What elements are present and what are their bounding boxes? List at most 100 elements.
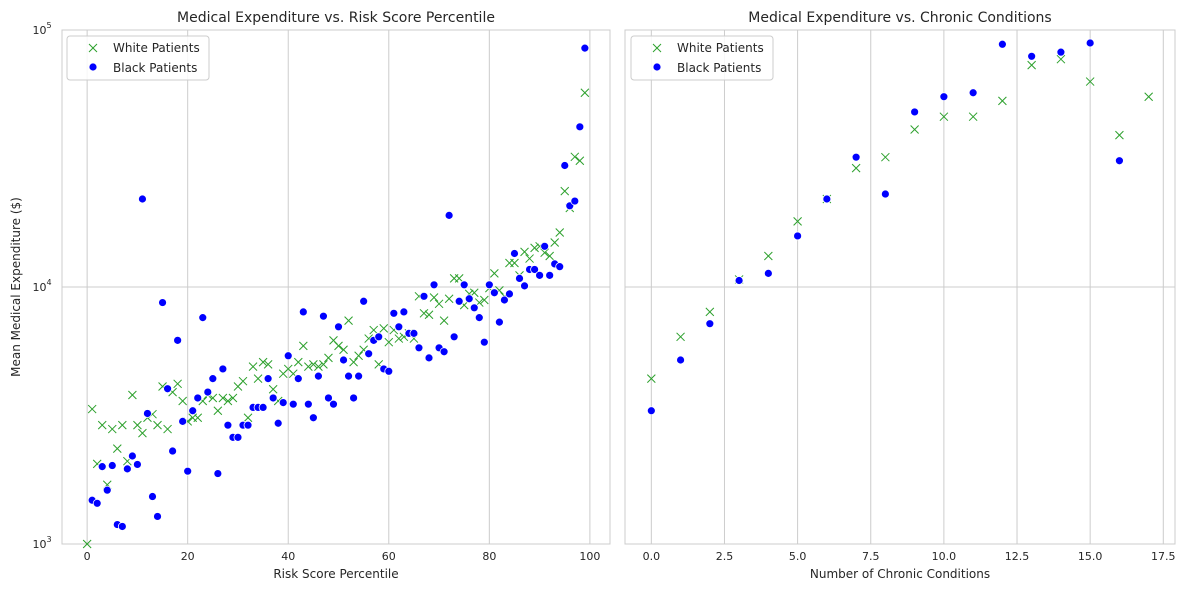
x-tick-label: 15.0 bbox=[1078, 550, 1103, 563]
black-patients-point bbox=[459, 280, 469, 290]
black-patients-point bbox=[258, 403, 268, 412]
black-patients-point bbox=[354, 371, 364, 381]
black-patients-point bbox=[822, 194, 832, 204]
legend-marker-black-patients-icon bbox=[652, 62, 662, 72]
black-patients-point bbox=[389, 308, 399, 318]
white-patients-point bbox=[309, 360, 318, 369]
black-patients-point bbox=[705, 319, 715, 329]
black-patients-point bbox=[419, 291, 429, 301]
x-tick-label: 0 bbox=[84, 550, 91, 563]
white-patients-point bbox=[153, 420, 162, 430]
white-patients-point bbox=[344, 316, 353, 325]
white-patients-point bbox=[646, 374, 656, 383]
white-patients-point bbox=[555, 228, 565, 237]
black-patients-point bbox=[102, 485, 112, 495]
black-patients-point bbox=[1115, 156, 1124, 166]
black-patients-point bbox=[449, 332, 459, 342]
black-patients-point bbox=[444, 210, 454, 220]
white-patients-point bbox=[676, 332, 685, 342]
black-patients-point bbox=[138, 194, 147, 204]
black-patients-point bbox=[469, 303, 479, 313]
right-points bbox=[646, 38, 1154, 416]
x-tick-label: 60 bbox=[382, 550, 396, 563]
x-tick-label: 100 bbox=[579, 550, 600, 563]
black-patients-point bbox=[283, 351, 293, 361]
white-patients-point bbox=[339, 345, 348, 355]
x-tick-label: 40 bbox=[281, 550, 295, 563]
black-patients-point bbox=[454, 296, 464, 306]
black-patients-point bbox=[298, 307, 308, 317]
right-chart: 0.0 2.5 5.0 7.5 10.0 12.5 15.0 17.5 Medical Exp… bbox=[624, 10, 1176, 581]
left-legend-box bbox=[66, 35, 210, 81]
black-patients-point bbox=[92, 498, 102, 508]
black-patients-point bbox=[734, 276, 744, 285]
black-patients-point bbox=[148, 492, 157, 501]
black-patients-point bbox=[303, 399, 313, 409]
white-patients-point bbox=[910, 125, 919, 134]
white-patients-point bbox=[82, 539, 92, 549]
black-patients-point bbox=[203, 387, 213, 397]
white-patients-point bbox=[173, 379, 182, 389]
white-patients-point bbox=[178, 396, 188, 406]
black-patients-point bbox=[213, 469, 223, 478]
black-patients-point bbox=[399, 307, 409, 317]
black-patients-point bbox=[344, 371, 353, 381]
white-patients-point bbox=[384, 337, 394, 347]
white-patients-point bbox=[133, 420, 142, 430]
white-patients-point bbox=[510, 258, 519, 268]
white-patients-point bbox=[334, 341, 343, 351]
black-patients-point bbox=[349, 393, 358, 403]
white-patients-point bbox=[268, 384, 278, 394]
white-patients-point bbox=[349, 357, 358, 367]
left-x-ticks: 0 20 40 60 80 100 bbox=[84, 550, 601, 563]
black-patients-point bbox=[409, 328, 419, 338]
black-patients-point bbox=[127, 451, 137, 461]
legend-marker-white-patients-icon bbox=[88, 43, 98, 53]
white-patients-point bbox=[303, 362, 313, 371]
white-patients-point bbox=[479, 295, 489, 305]
black-patients-point bbox=[339, 355, 348, 365]
black-patients-point bbox=[939, 92, 949, 102]
black-patients-point bbox=[545, 270, 555, 280]
black-patients-point bbox=[494, 317, 504, 327]
white-patients-point bbox=[429, 293, 439, 302]
black-patients-point bbox=[997, 39, 1007, 49]
black-patients-point bbox=[560, 161, 570, 170]
right-legend-label-white: White Patients bbox=[677, 41, 764, 55]
black-patients-point bbox=[479, 337, 489, 347]
black-patients-point bbox=[880, 189, 890, 199]
black-patients-point bbox=[484, 280, 494, 290]
black-patients-point bbox=[324, 393, 333, 403]
white-patients-point bbox=[97, 420, 107, 430]
black-patients-point bbox=[359, 296, 369, 306]
white-patients-point bbox=[243, 413, 253, 423]
black-patients-point bbox=[535, 270, 545, 280]
white-patients-point bbox=[1144, 92, 1154, 102]
white-patients-point bbox=[1027, 60, 1037, 70]
x-tick-label: 0.0 bbox=[643, 550, 661, 563]
white-patients-point bbox=[87, 404, 97, 414]
white-patients-point bbox=[454, 274, 464, 283]
black-patients-point bbox=[168, 446, 178, 456]
black-patients-point bbox=[319, 311, 328, 321]
white-patients-point bbox=[253, 374, 263, 383]
white-patients-point bbox=[520, 247, 529, 257]
black-patients-point bbox=[117, 522, 127, 531]
right-legend: White Patients Black Patients bbox=[630, 35, 774, 81]
white-patients-point bbox=[580, 88, 590, 98]
black-patients-point bbox=[107, 461, 117, 470]
white-patients-point bbox=[138, 428, 147, 438]
black-patients-point bbox=[1056, 47, 1066, 57]
white-patients-point bbox=[851, 163, 861, 173]
white-patients-point bbox=[369, 325, 379, 335]
black-patients-point bbox=[193, 393, 203, 403]
white-patients-point bbox=[193, 413, 203, 423]
black-patients-point bbox=[183, 466, 193, 476]
right-x-axis-label: Number of Chronic Conditions bbox=[810, 567, 990, 581]
black-patients-point bbox=[288, 399, 298, 409]
black-patients-point bbox=[851, 152, 861, 162]
black-patients-point bbox=[464, 294, 474, 304]
black-patients-point bbox=[575, 122, 585, 132]
